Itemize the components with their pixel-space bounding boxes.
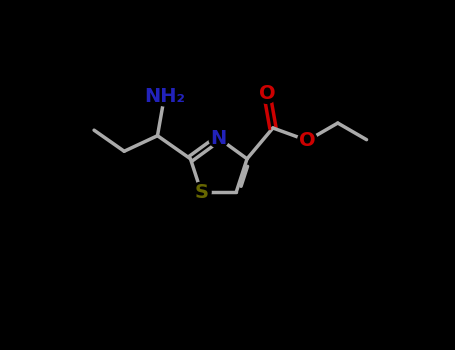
Text: N: N bbox=[211, 129, 227, 148]
Circle shape bbox=[257, 84, 277, 103]
Text: S: S bbox=[194, 183, 208, 202]
Text: O: O bbox=[299, 131, 316, 150]
Circle shape bbox=[298, 131, 317, 150]
Circle shape bbox=[155, 86, 174, 106]
Circle shape bbox=[192, 182, 211, 202]
Text: O: O bbox=[258, 84, 275, 103]
Circle shape bbox=[209, 128, 228, 148]
Text: NH₂: NH₂ bbox=[144, 86, 185, 106]
